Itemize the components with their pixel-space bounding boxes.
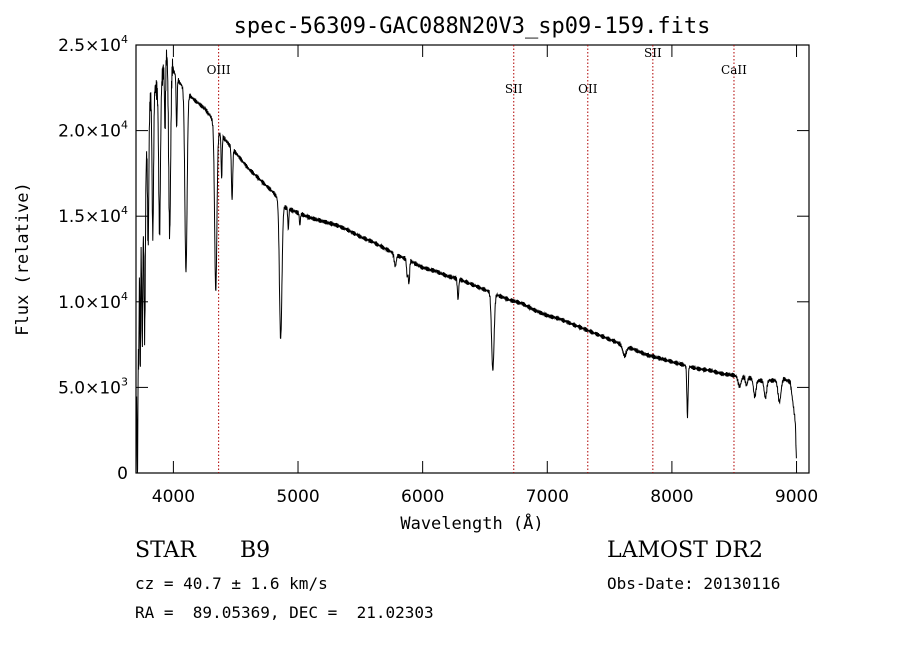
y-tick-exponent-4: 4 <box>121 119 128 132</box>
y-tick-mantissa-0: 0 <box>117 464 128 484</box>
coordinates-line: RA = 89.05369, DEC = 21.02303 <box>135 603 434 622</box>
cz-error: 1.6 <box>250 574 280 593</box>
spectral-class: B9 <box>240 538 271 563</box>
obs-date-line: Obs-Date: 20130116 <box>607 574 780 593</box>
x-tick-label-3: 7000 <box>526 487 569 507</box>
y-tick-exponent-3: 4 <box>121 204 128 217</box>
emission-line-markers: OIII SII OII SII CaII <box>207 45 747 473</box>
cz-label: cz = <box>135 574 184 593</box>
y-axis-label: Flux (relative) <box>13 182 33 336</box>
y-tick-label-4: 2.0×104 <box>58 119 128 142</box>
marker-label-0: OIII <box>207 63 231 77</box>
marker-label-3: SII <box>644 46 662 60</box>
cz-unit: km/s <box>289 574 328 593</box>
ra-label: RA = <box>135 603 174 622</box>
ra-value: 89.05369 <box>192 603 270 622</box>
dec-label: DEC = <box>289 603 338 622</box>
x-tick-label-0: 4000 <box>152 487 195 507</box>
x-axis-ticks: 4000 5000 6000 7000 8000 9000 <box>152 45 818 507</box>
y-tick-label-1: 5.0×103 <box>58 375 128 398</box>
y-tick-exponent-1: 3 <box>121 375 128 388</box>
spectrum-layer <box>136 49 797 474</box>
x-tick-label-4: 8000 <box>650 487 693 507</box>
y-tick-label-0: 0 <box>117 464 128 484</box>
redshift-line: cz = 40.7 ± 1.6 km/s <box>135 574 328 593</box>
marker-label-2: OII <box>578 82 598 96</box>
x-axis-label: Wavelength (Å) <box>400 512 543 534</box>
spectrum-chart: spec-56309-GAC088N20V3_sp09-159.fits OII… <box>13 14 818 534</box>
cz-value: 40.7 <box>183 574 222 593</box>
dec-value: 21.02303 <box>356 603 434 622</box>
plus-minus: ± <box>231 574 241 593</box>
spectrum-line <box>136 49 797 474</box>
y-tick-mantissa-1: 5.0×10 <box>58 378 121 398</box>
marker-label-4: CaII <box>721 63 747 77</box>
plot-frame <box>135 44 810 474</box>
obs-date-label: Obs-Date: <box>607 574 694 593</box>
y-tick-label-2: 1.0×104 <box>58 290 128 313</box>
marker-label-1: SII <box>505 82 523 96</box>
x-tick-label-5: 9000 <box>775 487 818 507</box>
y-tick-exponent-2: 4 <box>121 290 128 303</box>
object-type: STAR <box>135 538 196 563</box>
x-tick-label-1: 5000 <box>276 487 319 507</box>
y-tick-exponent-5: 4 <box>121 33 128 46</box>
y-tick-mantissa-5: 2.5×10 <box>58 36 121 56</box>
survey-name: LAMOST DR2 <box>607 538 763 563</box>
x-tick-label-2: 6000 <box>401 487 444 507</box>
y-tick-label-5: 2.5×104 <box>58 33 128 56</box>
chart-title: spec-56309-GAC088N20V3_sp09-159.fits <box>234 14 711 39</box>
y-tick-mantissa-2: 1.0×10 <box>58 293 121 313</box>
y-tick-mantissa-3: 1.5×10 <box>58 207 121 227</box>
y-tick-mantissa-4: 2.0×10 <box>58 122 121 142</box>
obs-date-value: 20130116 <box>703 574 781 593</box>
y-tick-label-3: 1.5×104 <box>58 204 128 227</box>
